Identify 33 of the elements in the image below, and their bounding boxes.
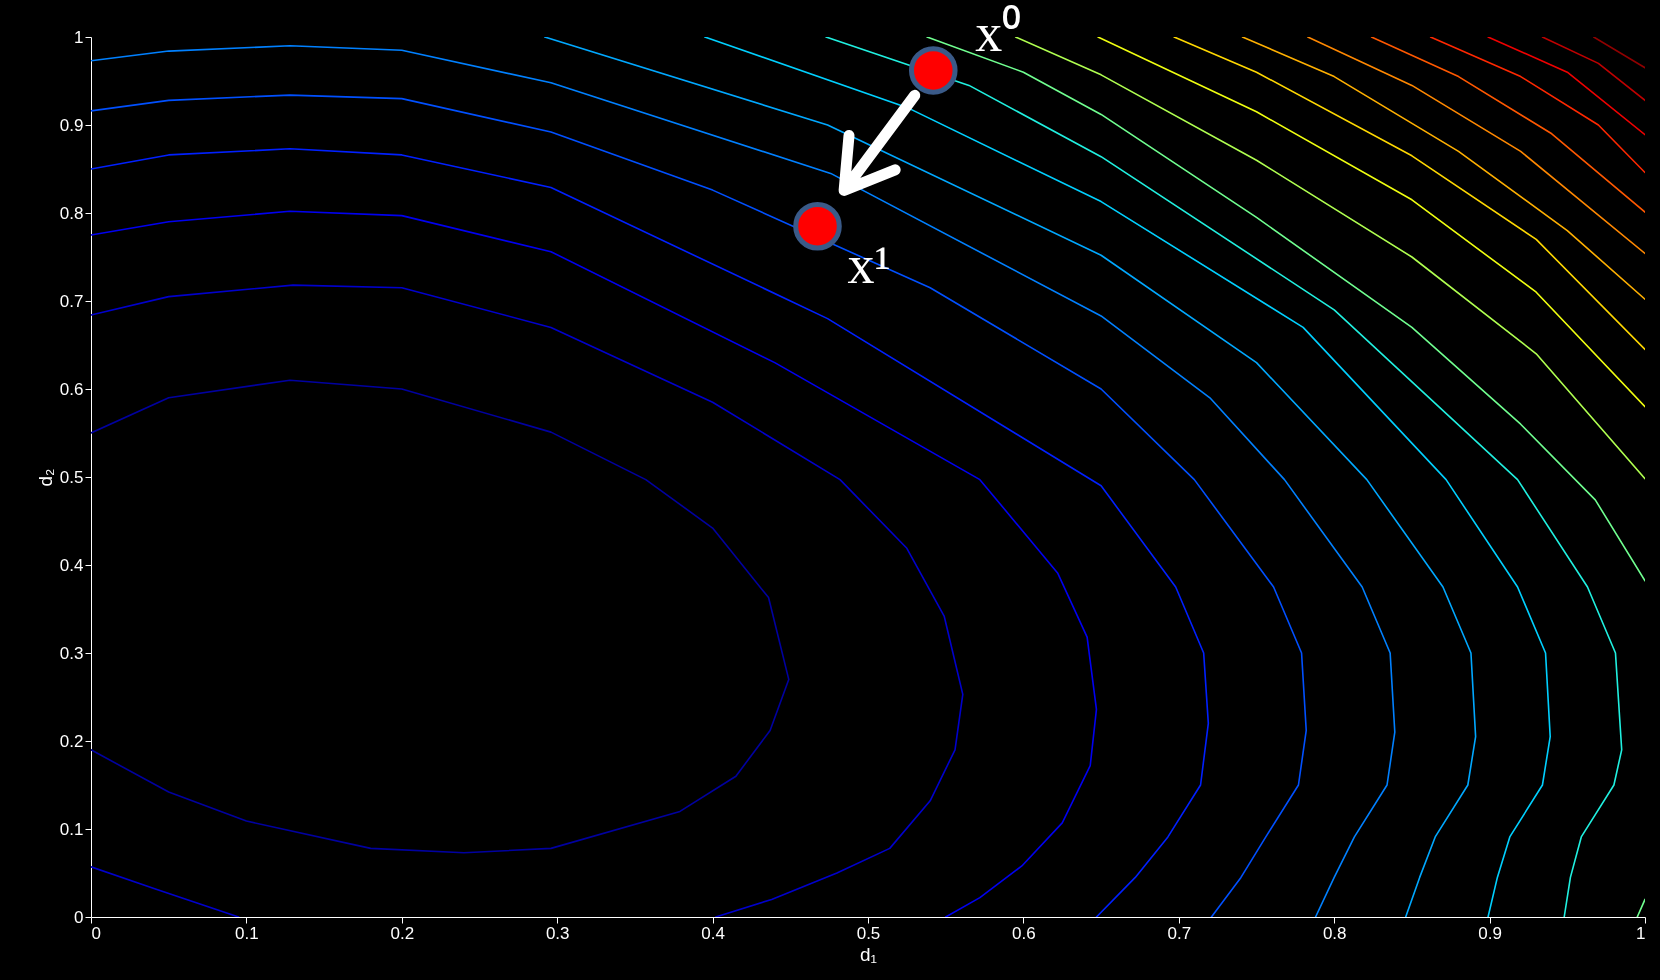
line-series	[91, 210, 1098, 917]
y-tick-label: 0.9	[59, 115, 84, 135]
x-tick-label: 0	[91, 923, 101, 943]
line-series	[1370, 37, 1645, 213]
y-axis-title: d₂	[34, 468, 56, 487]
x-tick-label: 0.8	[1322, 923, 1347, 943]
y-tick-label: 1	[74, 27, 84, 47]
y-tick-label: 0	[74, 907, 84, 927]
x-axis-title: d₁	[860, 943, 877, 965]
line-series	[1241, 37, 1645, 301]
x-tick-label: 1	[1636, 923, 1646, 943]
x-tick-label: 0.2	[390, 923, 415, 943]
y-tick-label: 0.1	[59, 819, 84, 839]
x-tick-label: 0.7	[1167, 923, 1192, 943]
x-tick-label: 0.9	[1478, 923, 1502, 943]
line-series	[1173, 37, 1645, 351]
line-series	[1097, 37, 1645, 408]
line-series	[1429, 37, 1645, 174]
line-series	[1306, 37, 1645, 255]
x-tick-label: 0.1	[235, 923, 259, 943]
y-tick-label: 0.3	[59, 643, 84, 663]
y-tick-label: 0.7	[59, 291, 84, 311]
line-series	[91, 379, 790, 854]
y-tick-label: 0.5	[59, 467, 84, 487]
y-tick-label: 0.2	[59, 731, 84, 751]
y-tick-label: 0.4	[59, 555, 84, 575]
y-tick-label: 0.6	[59, 379, 84, 399]
y-tick-label: 0.8	[59, 203, 84, 223]
annotation: x⁰	[975, 3, 1022, 64]
x-tick-label: 0.5	[856, 923, 881, 943]
x-tick-label: 0.4	[701, 923, 725, 943]
x-tick-label: 0.6	[1012, 923, 1036, 943]
x-tick-label: 0.3	[545, 923, 570, 943]
